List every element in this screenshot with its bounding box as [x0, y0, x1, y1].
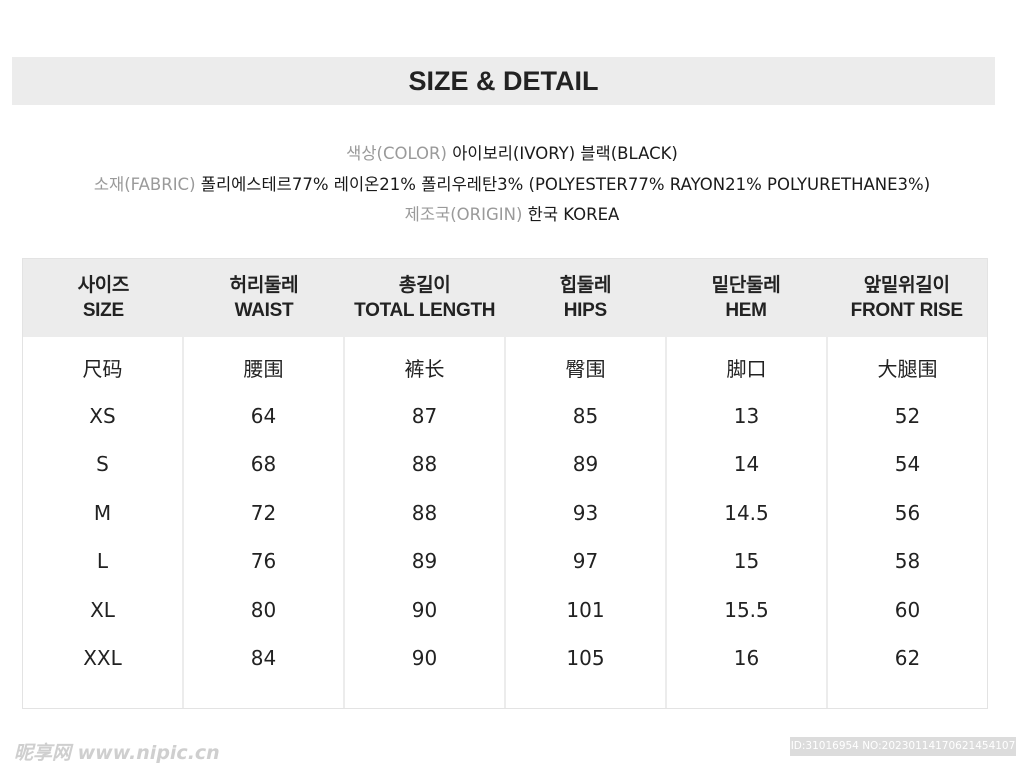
- header-size: 사이즈 SIZE: [23, 259, 184, 337]
- size-table-header: 사이즈 SIZE 허리둘레 WAIST 총길이 TOTAL LENGTH 힙둘레…: [23, 259, 987, 337]
- header-hem-ko: 밑단둘레: [711, 275, 781, 296]
- header-hem-en: HEM: [725, 300, 767, 321]
- table-cell: 93: [572, 500, 599, 525]
- product-details: 색상(COLOR) 아이보리(IVORY) 블랙(BLACK) 소재(FABRI…: [0, 139, 1024, 231]
- color-label: 색상(COLOR): [346, 144, 447, 163]
- table-cell: 脚口: [726, 356, 767, 381]
- table-cell: 89: [411, 549, 438, 574]
- table-cell: M: [93, 500, 112, 525]
- table-cell: 87: [411, 403, 438, 428]
- column-hem: 脚口 13 14 14.5 15 15.5 16: [667, 337, 828, 708]
- table-cell: 52: [894, 403, 921, 428]
- fabric-label: 소재(FABRIC): [93, 174, 196, 194]
- origin-label: 제조국(ORIGIN): [404, 205, 523, 224]
- table-cell: 56: [894, 500, 921, 525]
- table-cell: 14.5: [724, 500, 769, 525]
- table-cell: 64: [250, 403, 277, 428]
- table-cell: 腰围: [243, 356, 284, 381]
- watermark-id-bar: ID:31016954 NO:20230114170621454107: [790, 737, 1016, 756]
- table-cell: 臀围: [565, 356, 606, 381]
- table-cell: XXL: [83, 646, 122, 671]
- table-cell: 13: [733, 403, 760, 428]
- color-line: 색상(COLOR) 아이보리(IVORY) 블랙(BLACK): [0, 139, 1024, 170]
- column-size: 尺码 XS S M L XL XXL: [23, 337, 184, 708]
- fabric-line: 소재(FABRIC) 폴리에스테르77% 레이온21% 폴리우레탄3% (POL…: [0, 170, 1024, 201]
- table-cell: 15.5: [724, 597, 769, 622]
- table-cell: 尺码: [82, 356, 123, 381]
- table-cell: 85: [572, 403, 599, 428]
- header-hem: 밑단둘레 HEM: [666, 259, 827, 337]
- origin-value: 한국 KOREA: [527, 205, 620, 224]
- header-total-length-ko: 총길이: [398, 275, 451, 296]
- header-front-rise-en: FRONT RISE: [850, 300, 963, 321]
- table-cell: 97: [572, 549, 599, 574]
- page-title: SIZE & DETAIL: [408, 65, 599, 96]
- column-hips: 臀围 85 89 93 97 101 105: [506, 337, 667, 708]
- table-cell: 14: [733, 452, 760, 477]
- table-cell: 84: [250, 646, 277, 671]
- header-hips: 힙둘레 HIPS: [505, 259, 666, 337]
- table-cell: 54: [894, 452, 921, 477]
- table-cell: 88: [411, 452, 438, 477]
- table-cell: 101: [566, 597, 605, 622]
- watermark-logo: 昵享网 www.nipic.cn: [14, 742, 220, 764]
- color-value: 아이보리(IVORY) 블랙(BLACK): [452, 144, 678, 163]
- header-waist: 허리둘레 WAIST: [184, 259, 345, 337]
- header-front-rise: 앞밑위길이 FRONT RISE: [826, 259, 987, 337]
- column-waist: 腰围 64 68 72 76 80 84: [184, 337, 345, 708]
- size-table: 사이즈 SIZE 허리둘레 WAIST 총길이 TOTAL LENGTH 힙둘레…: [22, 258, 988, 709]
- table-cell: 60: [894, 597, 921, 622]
- header-hips-en: HIPS: [563, 300, 607, 321]
- fabric-value: 폴리에스테르77% 레이온21% 폴리우레탄3% (POLYESTER77% R…: [200, 174, 931, 194]
- header-total-length: 총길이 TOTAL LENGTH: [344, 259, 505, 337]
- table-cell: 105: [566, 646, 605, 671]
- column-total-length: 裤长 87 88 88 89 90 90: [345, 337, 506, 708]
- header-size-ko: 사이즈: [77, 275, 130, 296]
- table-cell: 89: [572, 452, 599, 477]
- table-cell: 90: [411, 646, 438, 671]
- title-banner: SIZE & DETAIL: [12, 57, 995, 105]
- table-cell: 58: [894, 549, 921, 574]
- table-cell: 72: [250, 500, 277, 525]
- header-total-length-en: TOTAL LENGTH: [354, 300, 496, 321]
- table-cell: 16: [733, 646, 760, 671]
- table-cell: S: [96, 452, 109, 477]
- table-cell: 15: [733, 549, 760, 574]
- table-cell: 68: [250, 452, 277, 477]
- header-hips-ko: 힙둘레: [559, 275, 612, 296]
- header-waist-ko: 허리둘레: [229, 275, 299, 296]
- table-cell: L: [96, 549, 109, 574]
- column-front-rise: 大腿围 52 54 56 58 60 62: [828, 337, 987, 708]
- header-waist-en: WAIST: [234, 300, 294, 321]
- table-cell: 88: [411, 500, 438, 525]
- origin-line: 제조국(ORIGIN) 한국 KOREA: [0, 200, 1024, 231]
- table-cell: 62: [894, 646, 921, 671]
- table-cell: XL: [90, 597, 115, 622]
- table-cell: 76: [250, 549, 277, 574]
- table-cell: 大腿围: [877, 356, 938, 381]
- header-size-en: SIZE: [82, 300, 124, 321]
- table-cell: 裤长: [404, 356, 445, 381]
- table-cell: 80: [250, 597, 277, 622]
- table-cell: 90: [411, 597, 438, 622]
- table-cell: XS: [89, 403, 116, 428]
- header-front-rise-ko: 앞밑위길이: [863, 275, 950, 296]
- size-table-body: 尺码 XS S M L XL XXL 腰围 64 68 72 76 80 84 …: [23, 337, 987, 708]
